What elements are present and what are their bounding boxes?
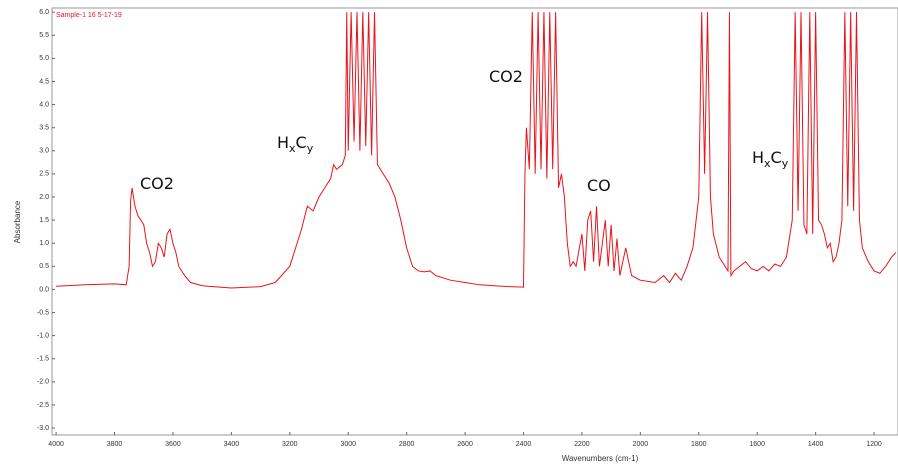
annotation-part: H: [277, 133, 289, 152]
y-tick-label: 5.0: [39, 55, 49, 62]
y-tick-label: -1.0: [37, 332, 49, 339]
x-tick-label: 1600: [749, 441, 765, 448]
y-tick-label: 1.5: [39, 217, 49, 224]
x-tick-label: 2400: [516, 441, 532, 448]
y-tick-label: 1.0: [39, 240, 49, 247]
y-tick-label: 3.5: [39, 125, 49, 132]
chart-title: Sample-1 16 5-17-19: [56, 12, 122, 19]
annotation-part: H: [752, 148, 764, 167]
y-tick-label: 0.0: [39, 286, 49, 293]
x-tick-label: 1400: [808, 441, 824, 448]
x-tick-label: 1800: [691, 441, 707, 448]
x-tick-label: 3200: [282, 441, 298, 448]
x-axis-label: Wavenumbers (cm-1): [562, 454, 639, 463]
annotation: HxCy: [277, 133, 314, 155]
y-tick-label: -0.5: [37, 309, 49, 316]
annotation-part: CO: [587, 176, 611, 195]
x-tick-label: 3400: [224, 441, 240, 448]
annotation-part: CO2: [140, 174, 174, 193]
annotation: CO2: [489, 67, 523, 86]
annotation: CO: [587, 176, 611, 195]
x-tick-label: 2800: [399, 441, 415, 448]
y-tick-label: -2.5: [37, 402, 49, 409]
y-tick-label: 4.5: [39, 78, 49, 85]
annotation-part: y: [782, 157, 789, 170]
annotation-part: C: [771, 148, 782, 167]
annotation: CO2: [140, 174, 174, 193]
y-tick-label: 2.5: [39, 171, 49, 178]
x-tick-label: 2200: [574, 441, 590, 448]
annotation: HxCy: [752, 148, 789, 170]
x-tick-label: 2600: [457, 441, 473, 448]
y-tick-label: 5.5: [39, 32, 49, 39]
y-tick-label: 4.0: [39, 101, 49, 108]
annotation-part: y: [307, 142, 314, 155]
x-tick-label: 3000: [340, 441, 356, 448]
x-tick-label: 3600: [165, 441, 181, 448]
x-tick-label: 4000: [48, 441, 64, 448]
x-tick-label: 2000: [633, 441, 649, 448]
annotation-part: x: [764, 157, 771, 170]
x-tick-label: 3800: [107, 441, 123, 448]
y-tick-label: -2.0: [37, 379, 49, 386]
annotation-part: x: [289, 142, 296, 155]
y-tick-label: -3.0: [37, 425, 49, 432]
annotation-part: C: [296, 133, 307, 152]
x-tick-label: 1200: [866, 441, 882, 448]
spectrum-line: [56, 12, 897, 289]
y-axis-label: Absorbance: [13, 200, 22, 243]
annotation-part: CO2: [489, 67, 523, 86]
y-tick-label: 2.0: [39, 194, 49, 201]
y-tick-label: 0.5: [39, 263, 49, 270]
y-tick-label: 3.0: [39, 148, 49, 155]
y-tick-label: 6.0: [39, 9, 49, 16]
y-tick-label: -1.5: [37, 356, 49, 363]
plot-area: [51, 7, 898, 436]
